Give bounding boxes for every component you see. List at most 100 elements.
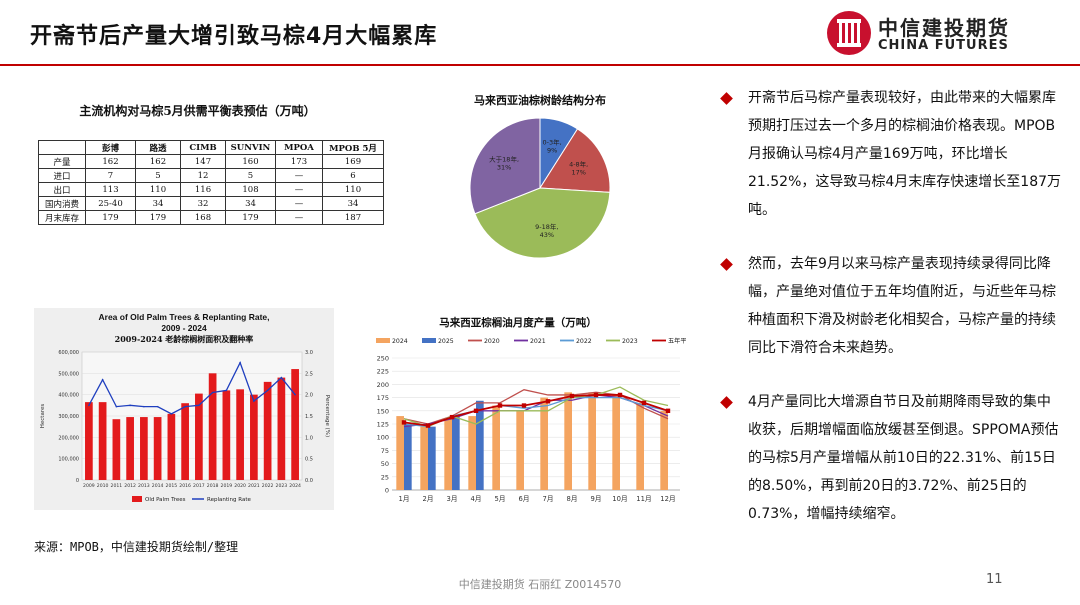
commentary-bullet: 4月产量同比大增源自节日及前期降雨导致的集中收获，后期增幅面临放缓甚至倒退。SP… [720, 388, 1062, 528]
table-cell: 162 [85, 154, 136, 169]
table-cell: 34 [225, 196, 276, 211]
pie-slice-label: 0-3年, 9% [543, 137, 562, 154]
line-point [425, 423, 431, 428]
bullet-text: 然而，去年9月以来马棕产量表现持续录得同比降幅，产量绝对值位于五年均值附近，与近… [748, 256, 1056, 356]
y-tick-label: 600,000 [58, 350, 79, 356]
table-cell: 32 [180, 196, 226, 211]
line-point [115, 405, 118, 408]
x-tick-label: 2024 [289, 483, 301, 489]
x-tick-label: 11月 [636, 495, 651, 503]
table-header: MPOB 5月 [322, 140, 384, 155]
pie-label-percent: 9% [547, 146, 557, 154]
line-point [545, 399, 551, 404]
line-point [449, 414, 455, 420]
table-row: 出口 113 110 116 108 — 110 [38, 182, 384, 197]
line-point [401, 420, 407, 425]
y-tick-label: 175 [377, 394, 389, 402]
y-tick-label: 75 [381, 447, 389, 455]
x-tick-label: 2018 [207, 483, 219, 489]
bar [112, 419, 121, 480]
source-note: 来源：MPOB，中信建投期货绘制/整理 [34, 540, 239, 554]
x-tick-label: 2019 [221, 483, 233, 489]
legend-label: 2021 [530, 338, 546, 345]
bar [181, 403, 189, 480]
line-point [593, 392, 599, 398]
line-point [170, 413, 173, 415]
x-tick-label: 5月 [494, 495, 505, 503]
x-tick-label: 2022 [262, 483, 274, 489]
table-header-row: 彭博 路透 CIMB SUNVIN MPOA MPOB 5月 [38, 140, 384, 155]
monthly-production-chart-panel: 马来西亚棕榈油月度产量（万吨） 2024 2025 2020 2021 2022 2023 五… [368, 308, 693, 512]
pie-label-percent: 43% [540, 231, 554, 239]
commentary-bullet: 开斋节后马棕产量表现较好，由此带来的大幅累库预期打压过去一个多月的棕榈油价格表现… [720, 84, 1062, 224]
y2-axis-label: Percentage (%) [324, 395, 330, 437]
y-tick-label: 250 [377, 355, 389, 363]
title-divider [0, 64, 1080, 66]
bar [420, 426, 428, 490]
table-cell: 12 [180, 168, 226, 183]
table-cell: 34 [322, 196, 384, 211]
old-palm-replanting-chart: Area of Old Palm Trees & Replanting Rate… [40, 312, 330, 503]
y-tick-label: 100 [377, 434, 389, 442]
monthly-chart-title: 马来西亚棕榈油月度产量（万吨） [439, 316, 597, 329]
balance-table-title: 主流机构对马棕5月供需平衡表预估（万吨） [79, 104, 316, 118]
table-row: 月末库存 179 179 168 179 — 187 [38, 210, 384, 225]
table-cell: 进口 [38, 168, 86, 183]
old-palm-chart-title-years: 2009 - 2024 [161, 323, 207, 333]
table-cell: — [275, 182, 323, 197]
y-tick-label: 200,000 [58, 435, 79, 441]
line-point [211, 391, 214, 394]
line-point [239, 361, 241, 364]
bar [516, 410, 524, 490]
pie-slice [474, 187, 611, 259]
bar [291, 369, 299, 480]
y-tick-label: 50 [381, 460, 389, 468]
bar [263, 381, 272, 480]
x-tick-label: 2014 [152, 483, 164, 489]
bar [612, 394, 620, 490]
table-cell: 187 [322, 210, 384, 225]
table-row: 进口 7 5 12 5 — 6 [38, 168, 384, 183]
y2-tick-label: 0.5 [305, 457, 313, 463]
pie-slice-label: 9-18年, 43% [535, 222, 558, 239]
table-cell: 110 [135, 182, 181, 197]
line-point [521, 403, 527, 408]
bar [140, 417, 148, 480]
table-cell: — [275, 196, 323, 211]
bar [222, 390, 231, 480]
pie-slice-label: 4-8年, 17% [569, 159, 588, 176]
table-cell: 产量 [38, 154, 86, 169]
table-cell: 160 [225, 154, 276, 169]
x-tick-label: 2009 [83, 483, 95, 489]
line-point [617, 392, 623, 398]
series-line [403, 394, 669, 427]
bullet-diamond-icon [720, 258, 733, 271]
legend-label: 2025 [438, 338, 454, 345]
bar [153, 417, 162, 480]
pie-slice-label: 大于18年, 31% [489, 155, 519, 172]
y-tick-label: 400,000 [58, 393, 79, 399]
x-tick-label: 10月 [612, 495, 627, 503]
x-tick-label: 2011 [111, 483, 123, 489]
bullet-diamond-icon [720, 92, 733, 105]
x-tick-label: 2020 [234, 483, 246, 489]
legend-swatch [422, 338, 436, 343]
pie-slice [469, 117, 541, 215]
line-point [280, 376, 283, 379]
bullet-text: 开斋节后马棕产量表现较好，由此带来的大幅累库预期打压过去一个多月的棕榈油价格表现… [748, 90, 1062, 218]
y-tick-label: 25 [381, 473, 389, 481]
x-tick-label: 2015 [166, 483, 178, 489]
page-title: 开斋节后产量大增引致马棕4月大幅累库 [30, 24, 438, 49]
y2-tick-label: 3.0 [305, 350, 313, 356]
old-palm-chart-panel: Area of Old Palm Trees & Replanting Rate… [34, 308, 334, 510]
legend-swatch [376, 338, 390, 343]
x-tick-label: 12月 [660, 495, 675, 503]
y-tick-label: 200 [377, 381, 389, 389]
line-point [184, 405, 186, 408]
line-point [641, 400, 647, 406]
pie-label-percent: 17% [571, 168, 585, 176]
x-tick-label: 2021 [248, 483, 260, 489]
table-header: SUNVIN [225, 140, 276, 155]
x-tick-label: 2023 [276, 483, 288, 489]
table-cell: 5 [225, 168, 276, 183]
